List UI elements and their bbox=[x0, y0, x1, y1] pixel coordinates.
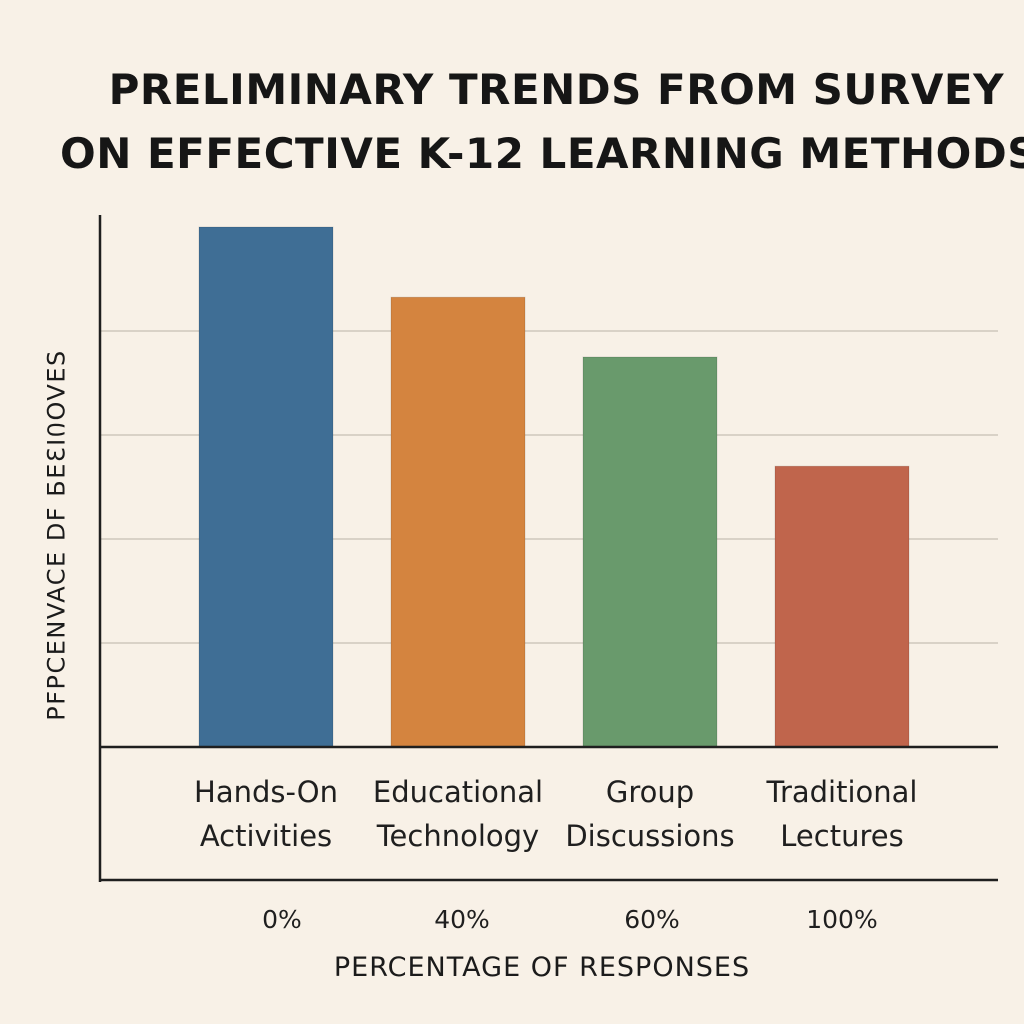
category-label-4-line-2: Lectures bbox=[780, 819, 903, 853]
x-tick-label-1: 0% bbox=[262, 905, 302, 934]
category-label-3-line-2: Discussions bbox=[565, 819, 734, 853]
x-tick-label-4: 100% bbox=[806, 905, 877, 934]
x-tick-label-3: 60% bbox=[624, 905, 680, 934]
category-label-4-line-1: Traditional bbox=[766, 775, 918, 809]
chart-title-line-2: ON EFFECTIVE K-12 LEARNING METHODS bbox=[60, 129, 1024, 178]
bar-1 bbox=[198, 226, 334, 748]
bar-4 bbox=[774, 465, 910, 748]
category-label-2-line-1: Educational bbox=[373, 775, 543, 809]
chart-title: PRELIMINARY TRENDS FROM SURVEY ON EFFECT… bbox=[60, 58, 1024, 186]
category-label-1-line-2: Activities bbox=[200, 819, 332, 853]
category-label-1-line-1: Hands-On bbox=[194, 775, 338, 809]
chart-title-line-1: PRELIMINARY TRENDS FROM SURVEY bbox=[108, 65, 1004, 114]
bar-3 bbox=[582, 356, 718, 748]
x-tick-label-2: 40% bbox=[434, 905, 490, 934]
category-label-3-line-1: Group bbox=[606, 775, 694, 809]
category-label-2-line-2: Technology bbox=[376, 819, 539, 853]
x-axis-label: PERCENTAGE OF RESPONSES bbox=[333, 952, 751, 983]
bar-2 bbox=[390, 296, 526, 748]
